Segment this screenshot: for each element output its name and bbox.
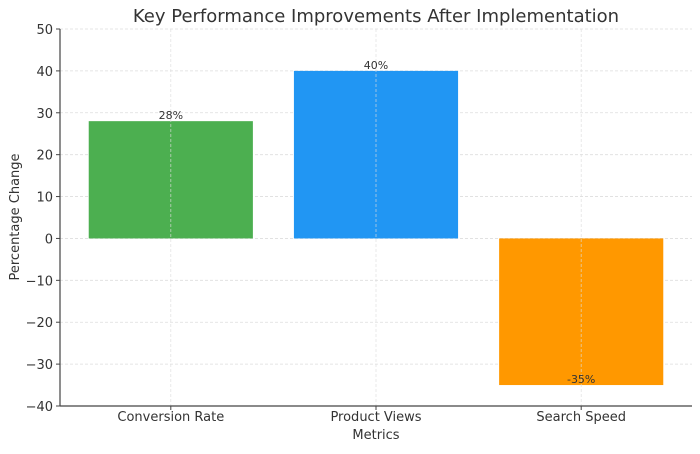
y-tick-label: −40 xyxy=(26,400,53,415)
y-tick-label: 50 xyxy=(36,23,53,38)
data-label: -35% xyxy=(567,373,595,386)
x-tick-label: Conversion Rate xyxy=(117,410,224,425)
chart-title: Key Performance Improvements After Imple… xyxy=(133,6,619,27)
x-tick-label: Product Views xyxy=(330,410,421,425)
y-tick-label: 10 xyxy=(36,191,53,206)
y-tick-label: 30 xyxy=(36,107,53,122)
y-tick-label: −30 xyxy=(26,358,53,373)
x-tick-label: Search Speed xyxy=(536,410,626,425)
data-label: 28% xyxy=(159,109,183,122)
data-label: 40% xyxy=(364,59,388,72)
x-axis-label: Metrics xyxy=(352,428,399,443)
y-axis-label: Percentage Change xyxy=(8,153,23,280)
data-labels: 28% 40% -35% xyxy=(159,59,596,386)
y-tick-label: −10 xyxy=(26,274,53,289)
grid-vertical xyxy=(170,29,582,406)
y-tick-label: −20 xyxy=(26,316,53,331)
y-tick-label: 0 xyxy=(45,232,53,247)
y-tick-label: 40 xyxy=(36,65,53,80)
axes: −40 −30 −20 −10 0 10 20 30 40 50 Conversion Rate Pr… xyxy=(26,23,692,425)
y-tick-label: 20 xyxy=(36,149,53,164)
